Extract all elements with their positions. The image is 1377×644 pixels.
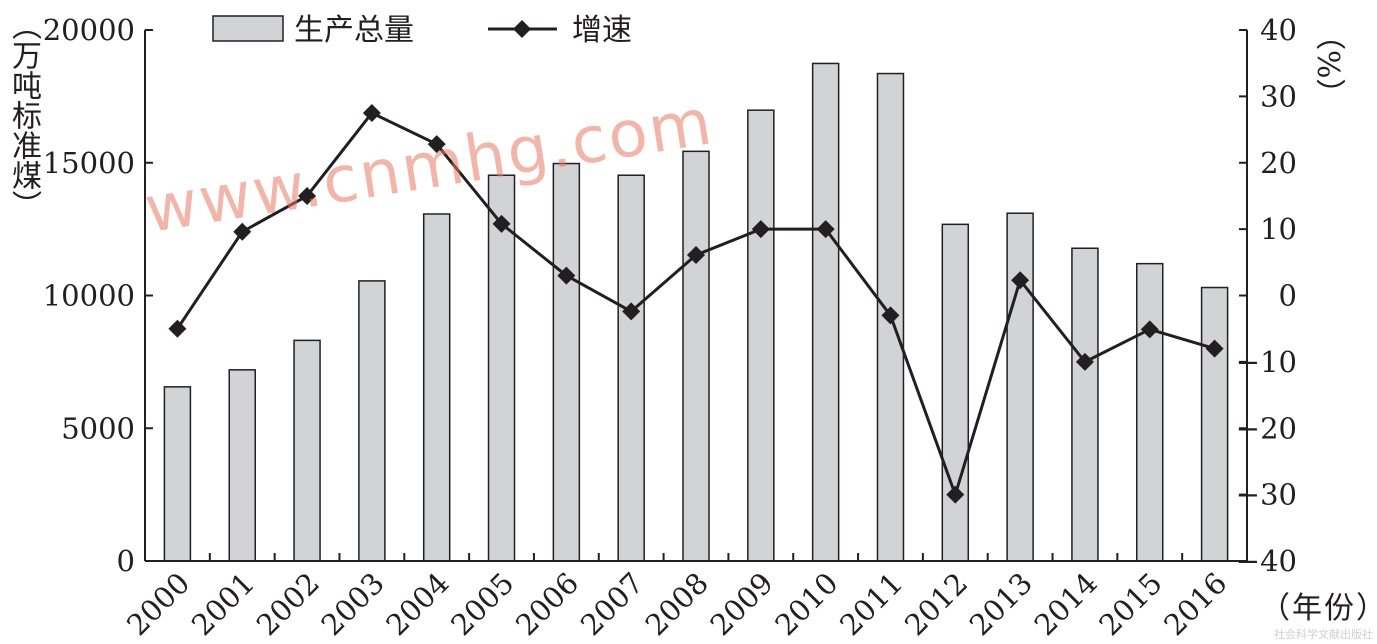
x-tick-label: 2002: [250, 566, 326, 642]
growth-point-2008: [687, 246, 705, 265]
x-tick-label: 2008: [639, 566, 715, 642]
axes: [144, 29, 1248, 562]
x-tick-label: 2010: [768, 566, 844, 642]
bar-2012: [941, 223, 970, 562]
bar-2002: [293, 339, 321, 562]
left-tick-label: 5000: [61, 411, 135, 445]
legend-bar-swatch: [212, 15, 284, 42]
left-tick-label: 0: [117, 544, 135, 578]
x-tick-label: 2012: [898, 566, 974, 642]
right-tick-label: 10: [1260, 212, 1297, 246]
bar-2014: [1071, 247, 1099, 562]
right-axis-label: （%）: [1310, 20, 1345, 109]
bar-2006: [552, 162, 581, 562]
growth-point-2003: [362, 103, 381, 122]
bar-2008: [682, 150, 710, 562]
bar-2007: [617, 174, 645, 562]
x-tick-label: 2013: [963, 566, 1039, 642]
bar-2003: [358, 280, 386, 562]
right-tick-label: 20: [1260, 146, 1297, 180]
bar-2016: [1200, 286, 1229, 562]
bar-series: [163, 62, 1229, 562]
x-tick-label: 2005: [444, 566, 520, 642]
legend-line-label: 增速: [572, 13, 632, 48]
right-tick-label: −20: [1236, 411, 1297, 445]
growth-point-2006: [557, 266, 576, 285]
left-tick-label: 15000: [43, 146, 135, 180]
growth-point-2012: [946, 485, 965, 504]
growth-point-2014: [1075, 352, 1094, 371]
legend-bar-label: 生产总量: [294, 13, 414, 48]
growth-point-2013: [1011, 271, 1030, 290]
bar-2009: [747, 109, 775, 562]
x-tick-label: 2003: [315, 566, 391, 642]
right-tick-label: −40: [1236, 544, 1297, 578]
x-tick-label: 2001: [185, 566, 261, 642]
x-tick-label: 2009: [704, 566, 780, 642]
right-tick-label: −30: [1236, 478, 1297, 512]
bar-2013: [1006, 212, 1034, 562]
x-tick-label: 2016: [1157, 566, 1233, 642]
x-axis-label: （年份）: [1260, 591, 1377, 626]
legend-diamond-icon: [513, 20, 531, 38]
left-tick-label: 10000: [43, 279, 135, 313]
bar-2015: [1136, 262, 1164, 562]
x-tick-label: 2007: [574, 566, 650, 642]
footer-credit: 社会科学文献出版社: [1274, 628, 1373, 641]
growth-point-2007: [622, 302, 641, 321]
growth-point-2005: [492, 214, 511, 233]
growth-point-2002: [298, 186, 317, 205]
bar-2005: [487, 174, 516, 562]
bar-2001: [228, 369, 256, 562]
growth-point-2016: [1205, 339, 1224, 358]
growth-point-2004: [427, 135, 446, 154]
x-tick-label: 2006: [509, 566, 585, 642]
left-axis-label: （万吨标准煤）: [6, 10, 41, 220]
x-tick-label: 2014: [1028, 566, 1104, 642]
x-tick-label: 2011: [833, 566, 909, 642]
x-tick-label: 2015: [1092, 566, 1168, 642]
right-tick-label: 0: [1279, 279, 1297, 313]
growth-point-2009: [751, 220, 770, 239]
right-tick-label: 40: [1260, 13, 1297, 47]
right-tick-label: 30: [1260, 79, 1297, 113]
bar-2000: [163, 386, 192, 562]
legend: 生产总量 增速: [212, 13, 632, 48]
growth-point-2001: [233, 222, 252, 241]
growth-point-2011: [881, 306, 900, 325]
growth-point-2015: [1140, 320, 1159, 339]
bar-2004: [422, 213, 451, 562]
left-tick-label: 20000: [43, 13, 135, 47]
bar-2010: [811, 62, 840, 562]
right-tick-label: −10: [1236, 345, 1297, 379]
line-series: [168, 103, 1224, 504]
growth-point-2000: [168, 319, 187, 338]
growth-point-2010: [816, 220, 835, 239]
x-tick-label: 2004: [379, 566, 455, 642]
